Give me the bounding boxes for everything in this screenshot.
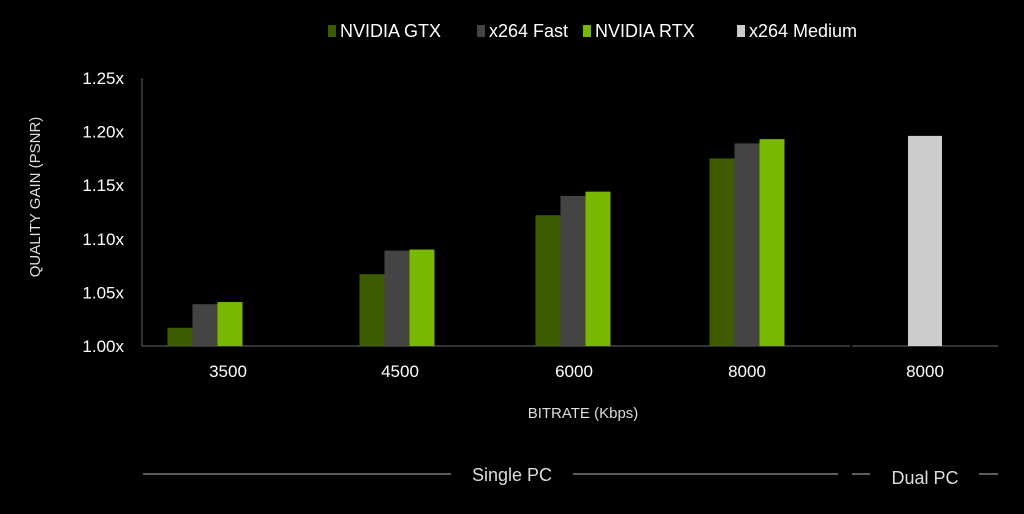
bar-x264-fast-4500 [384,250,410,346]
bar-nvidia-gtx-4500 [359,274,385,346]
legend-swatch [477,25,485,37]
legend-label: x264 Fast [489,21,568,41]
legend-label: x264 Medium [749,21,857,41]
y-tick-label: 1.15x [82,176,124,195]
bar-nvidia-rtx-6000 [585,191,611,346]
x-ticks: 3500 4500 6000 8000 8000 [209,362,944,381]
bar-nvidia-rtx-3500 [217,302,243,346]
bar-x264-fast-6000 [560,195,586,346]
legend-swatch [583,25,591,37]
x-tick-label: 3500 [209,362,247,381]
y-tick-label: 1.00x [82,337,124,356]
x-axis-label: BITRATE (Kbps) [528,405,639,422]
bar-x264-fast-3500 [192,304,218,346]
y-axis: 1.00x 1.05x 1.10x 1.15x 1.20x 1.25x [82,69,143,356]
legend-label: NVIDIA GTX [340,21,441,41]
y-tick-label: 1.05x [82,283,124,302]
bars [142,135,998,347]
x-tick-label: 8000 [906,362,944,381]
x-tick-label: 4500 [381,362,419,381]
bar-nvidia-rtx-4500 [409,249,435,346]
bar-nvidia-rtx-8000 [759,139,785,346]
y-tick-label: 1.20x [82,123,124,142]
bar-nvidia-gtx-6000 [535,215,561,346]
dual-pc-label: Dual PC [891,468,958,488]
legend-label: NVIDIA RTX [595,21,695,41]
single-pc-label: Single PC [472,465,552,485]
legend-swatch [737,25,745,37]
group-labels: Single PC Dual PC [143,465,998,488]
x-tick-label: 6000 [555,362,593,381]
legend-swatch [328,25,336,37]
y-axis-label: QUALITY GAIN (PSNR) [27,117,44,278]
bar-nvidia-gtx-8000 [709,158,735,346]
y-tick-label: 1.10x [82,230,124,249]
y-tick-label: 1.25x [82,69,124,88]
x-tick-label: 8000 [728,362,766,381]
bar-x264-medium-8000 [908,135,942,346]
legend: NVIDIA GTX x264 Fast NVIDIA RTX x264 Medium [328,21,857,41]
bar-nvidia-gtx-3500 [167,327,193,346]
bar-x264-fast-8000 [734,143,760,346]
